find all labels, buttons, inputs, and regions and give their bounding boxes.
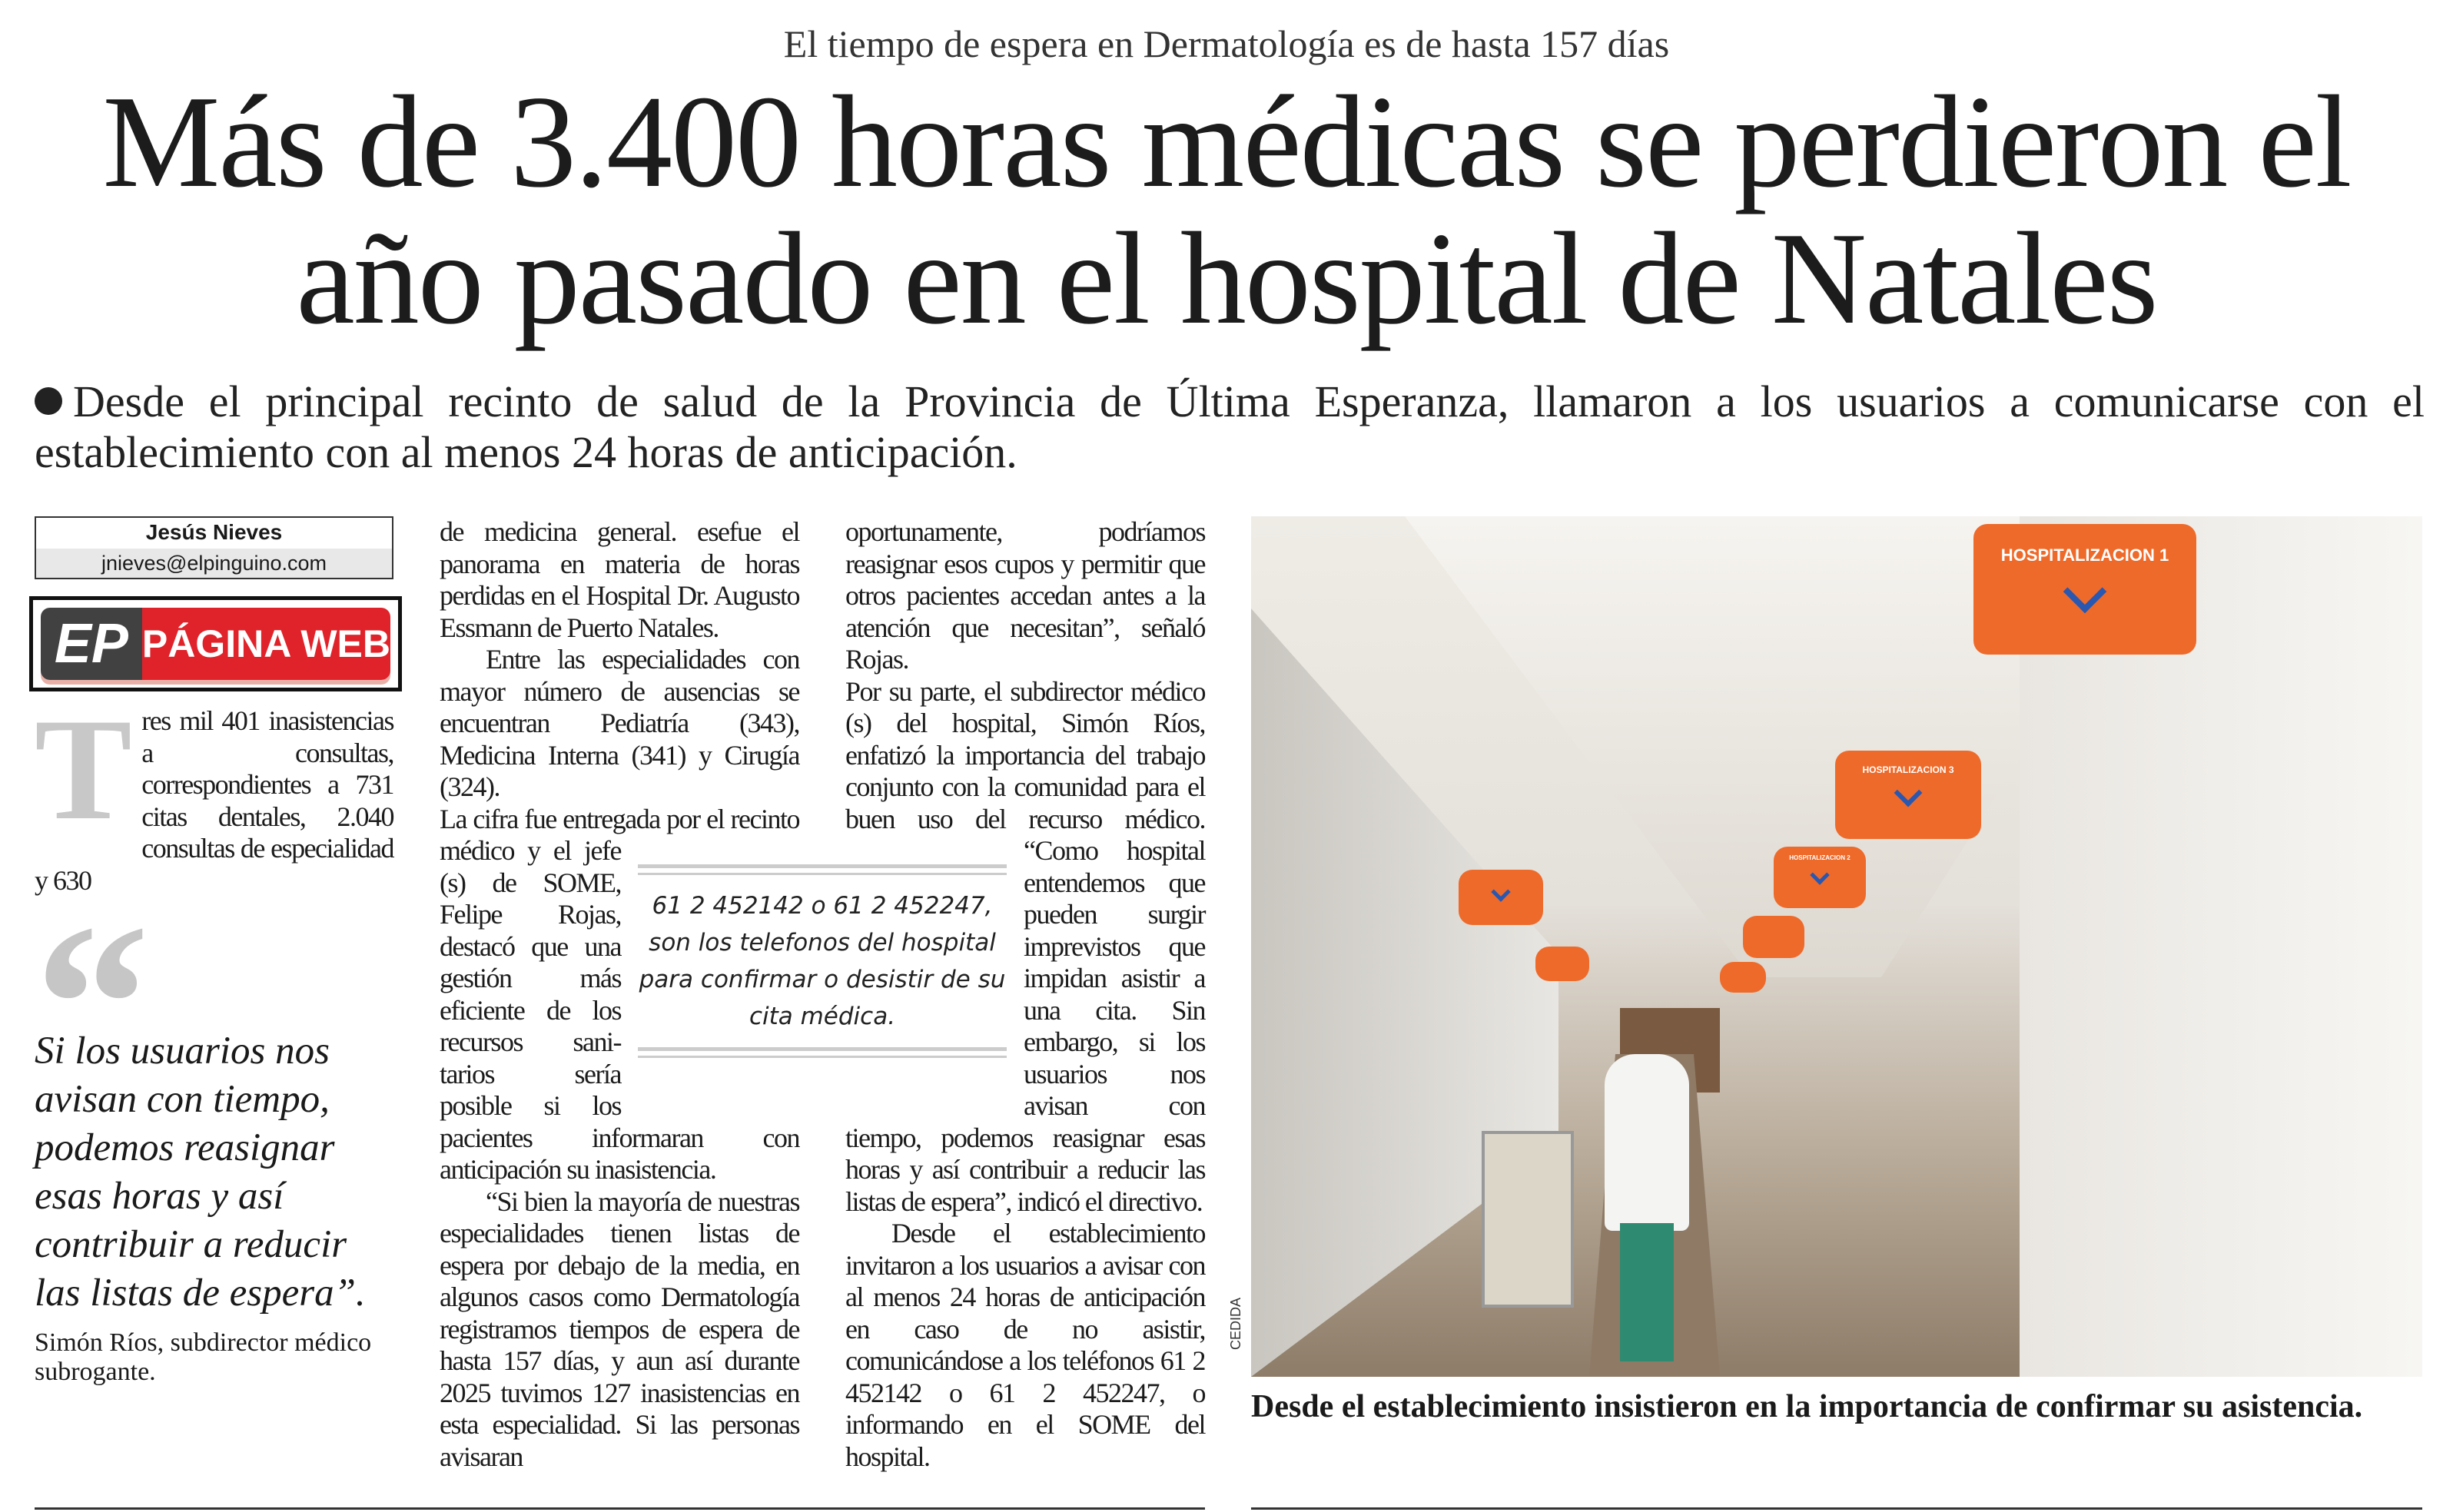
headline: Más de 3.400 horas médicas se perdieron …	[102, 69, 2352, 352]
dek-text: Desde el principal recinto de salud de l…	[35, 376, 2425, 477]
pull-quote-attribution: Simón Ríos, subdirector médico subrogant…	[35, 1328, 372, 1386]
highlight-text: 61 2 452142 o 61 2 452247, son los telef…	[639, 892, 1006, 1030]
hospital-corridor-photo: HOSPITALIZACION 1 HOSPITALIZACION 3 HOSP…	[1251, 516, 2422, 1377]
sign: HOSPITALIZACION 3	[1835, 751, 1981, 839]
paragraph: La cifra fue entregada por	[440, 803, 701, 834]
ep-logo: EP	[41, 608, 142, 680]
drop-cap: T	[35, 689, 132, 850]
bottom-rule	[1251, 1507, 2422, 1510]
kicker: El tiempo de espera en Dermatología es d…	[783, 22, 1670, 65]
paragraph: de medicina general. esefue el panorama …	[440, 516, 801, 643]
author-name: Jesús Nieves	[145, 520, 283, 544]
highlight-box: 61 2 452142 o 61 2 452247, son los telef…	[638, 864, 1007, 1058]
pagina-web-badge[interactable]: EP PÁGINA WEB	[29, 596, 402, 691]
sign: HOSPITALIZACION 1	[1973, 524, 2196, 655]
photo-column: HOSPITALIZACION 1 HOSPITALIZACION 3 HOSP…	[1228, 516, 2422, 1426]
bottom-rule	[35, 1507, 1205, 1510]
photo-caption: Desde el establecimiento insistieron en …	[1251, 1389, 2363, 1424]
paragraph: “Si bien la mayoría de nuestras especial…	[440, 1185, 801, 1472]
paragraph: Por su parte, el subdirector médico (s) …	[845, 675, 1207, 834]
sign: HOSPITALIZACION 2	[1774, 847, 1866, 908]
paragraph-continuation: tarios sería posible si los pacientes in…	[440, 1058, 801, 1185]
dek: Desde el principal recinto de salud de l…	[35, 376, 2425, 478]
chevron-down-icon	[1491, 882, 1511, 902]
column-1: Jesús Nieves jnieves@elpinguino.com EP PÁ…	[29, 516, 402, 1387]
quote-mark-icon: “	[35, 912, 393, 1027]
chevron-down-icon	[2063, 569, 2107, 614]
paragraph-continuation: el recinto médico y el jefe (s) de SOME,…	[440, 803, 801, 1058]
column-3: oportunamente, podríamos reasignar esos …	[845, 516, 1207, 1473]
lead-text: res mil 401 inasistencias a consultas, c…	[35, 705, 395, 896]
pull-quote: Si los usuarios nos avisan con tiempo, p…	[35, 1030, 366, 1315]
photo-credit: CEDIDA	[1228, 1297, 1243, 1350]
badge-label: PÁGINA WEB	[141, 608, 390, 680]
paragraph-continuation: los usuarios nos avisan con tiempo, pode…	[845, 1026, 1207, 1217]
chevron-down-icon	[1810, 865, 1830, 885]
article-columns: Jesús Nieves jnieves@elpinguino.com EP PÁ…	[29, 516, 2422, 1473]
column-2: de medicina general. esefue el panorama …	[440, 516, 801, 1473]
page: El tiempo de espera en Dermatología es d…	[29, 22, 2425, 1473]
divider	[638, 1047, 1007, 1058]
lead-paragraph: T res mil 401 inasistencias a consultas,…	[35, 689, 395, 897]
paragraph: Desde el establecimiento invitaron a los…	[845, 1218, 1207, 1472]
paragraph: oportunamente, podríamos reasignar esos …	[845, 516, 1207, 675]
divider	[638, 864, 1007, 875]
paragraph: Entre las especialidades con mayor númer…	[440, 644, 801, 802]
byline-box: Jesús Nieves jnieves@elpinguino.com	[35, 516, 393, 579]
paragraph-continuation: médico. “Como hospital entendemos que pu…	[1024, 803, 1207, 1058]
bullet-icon	[35, 387, 62, 415]
chevron-down-icon	[1894, 778, 1923, 807]
author-email[interactable]: jnieves@elpinguino.com	[36, 549, 392, 578]
